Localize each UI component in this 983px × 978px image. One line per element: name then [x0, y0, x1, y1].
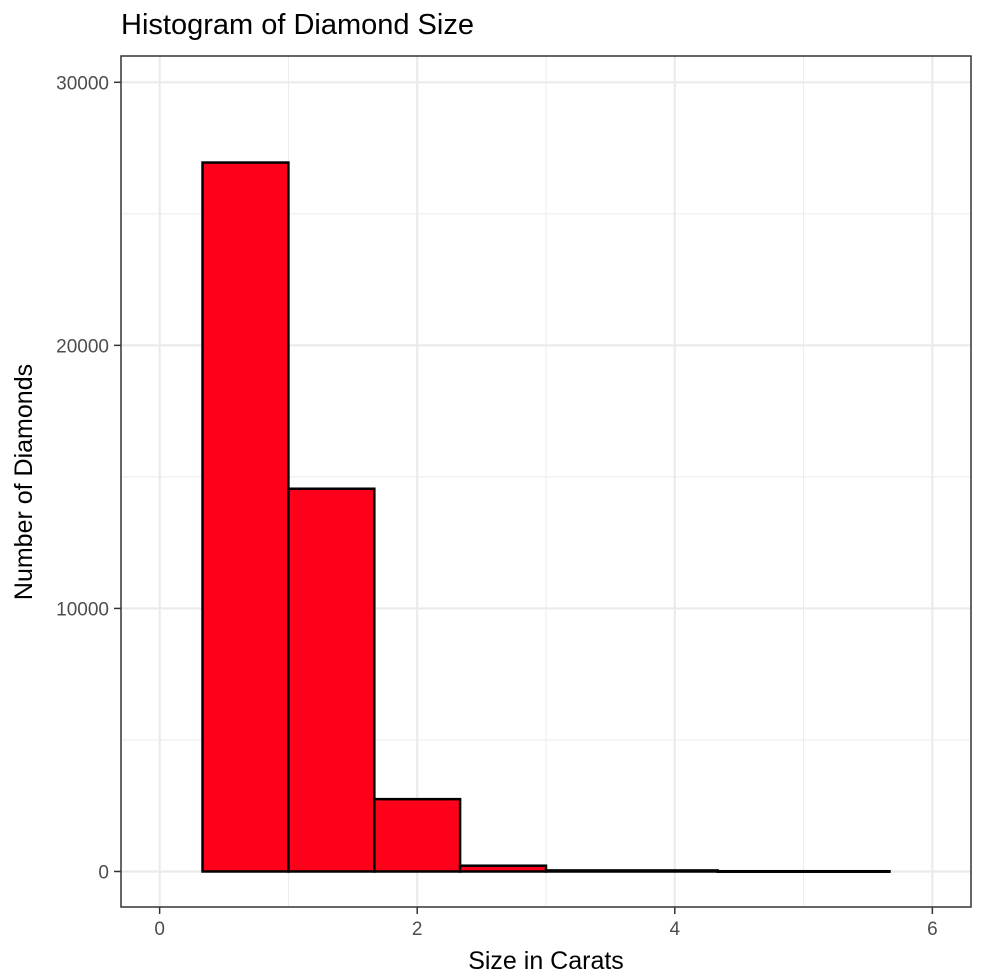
- x-tick-label: 2: [412, 919, 423, 940]
- histogram-bar: [287, 487, 376, 873]
- histogram-bar: [716, 869, 891, 873]
- x-axis-title: Size in Carats: [468, 947, 624, 975]
- y-tick-label: 0: [98, 862, 109, 883]
- histogram-bar: [373, 797, 462, 873]
- panel-border: [120, 55, 972, 908]
- histogram-bar: [458, 864, 548, 873]
- y-tick-label: 10000: [56, 599, 109, 620]
- x-tick-label: 4: [669, 919, 680, 940]
- chart-title: Histogram of Diamond Size: [121, 9, 474, 41]
- y-axis: 0 10000 20000 30000: [56, 73, 121, 883]
- histogram-bar: [544, 869, 719, 873]
- x-tick-label: 6: [927, 919, 938, 940]
- y-tick-label: 20000: [56, 336, 109, 357]
- histogram-bar: [201, 161, 290, 873]
- y-axis-title: Number of Diamonds: [10, 364, 38, 600]
- x-axis: 0 2 4 6: [154, 907, 938, 940]
- x-tick-label: 0: [154, 919, 165, 940]
- y-tick-label: 30000: [56, 73, 109, 94]
- bars: [201, 161, 891, 873]
